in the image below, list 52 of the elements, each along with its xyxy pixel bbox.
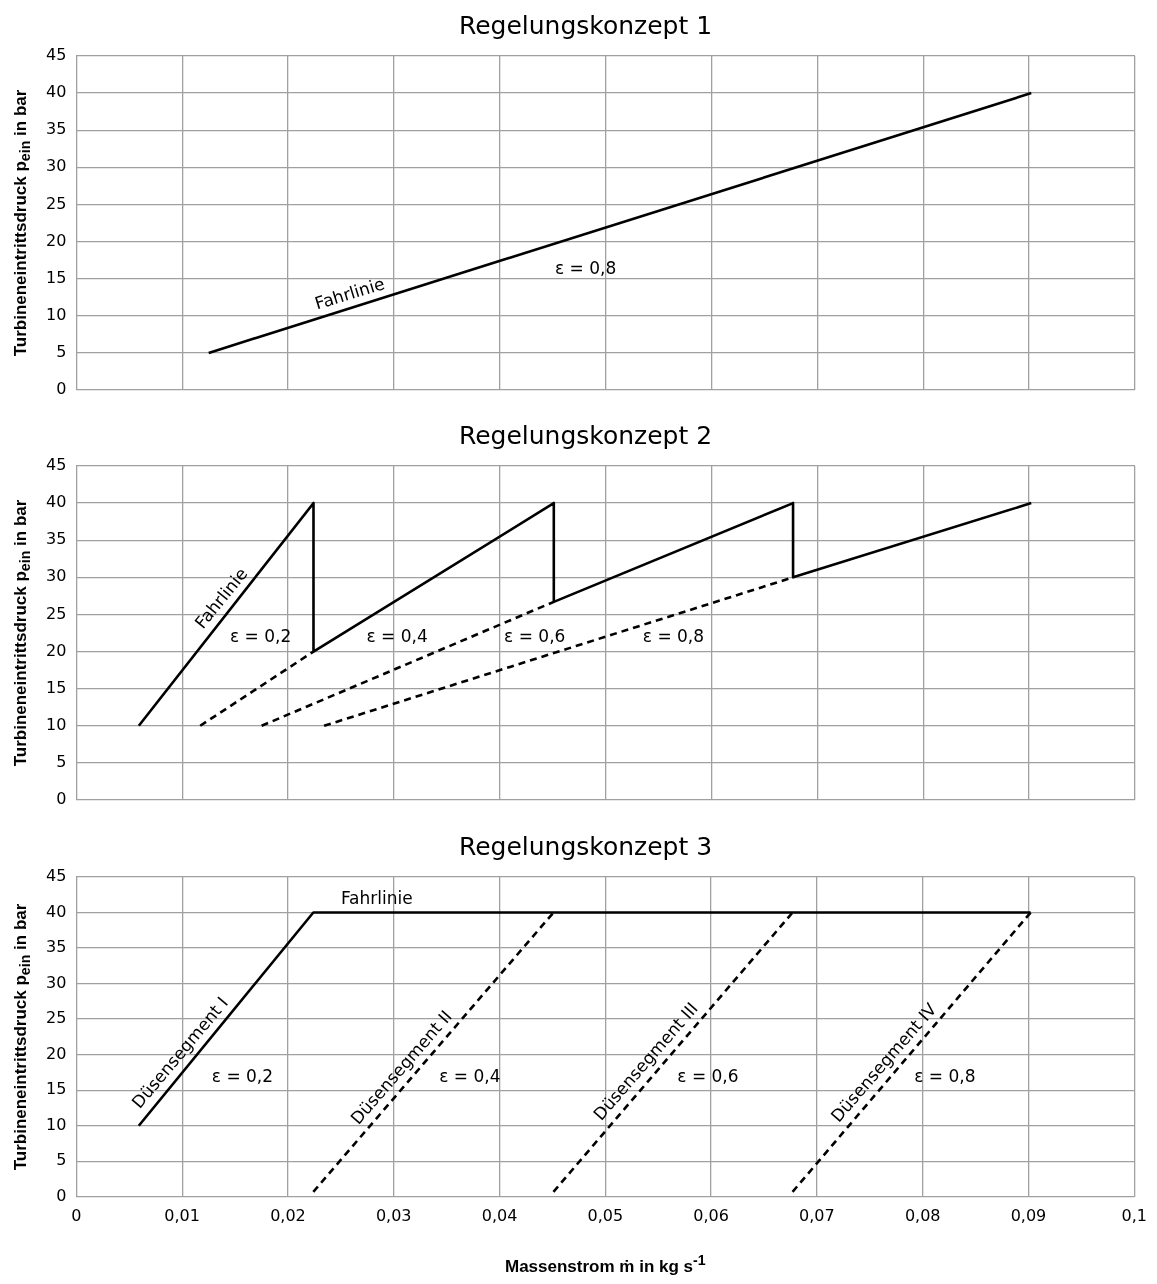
y-tick-label: 20 <box>46 230 67 250</box>
y-tick-label: 10 <box>46 304 67 324</box>
x-axis-title: Massenstrom ṁ in kg s$^{-1}$ <box>505 1252 706 1277</box>
y-tick-label: 35 <box>46 937 67 957</box>
y-tick-label: 15 <box>46 267 67 287</box>
y-tick-label: 25 <box>46 1008 67 1028</box>
y-tick-label: 5 <box>56 342 67 362</box>
y-tick-label: 0 <box>56 789 67 809</box>
x-tick-label: 0,03 <box>375 1205 412 1225</box>
annotation: Fahrlinie <box>340 888 413 909</box>
y-tick-label: 45 <box>46 866 67 886</box>
y-tick-label: 40 <box>46 901 67 921</box>
chart-title: Regelungskonzept 1 <box>458 10 713 40</box>
y-tick-label: 15 <box>46 1079 67 1099</box>
annotation: ε = 0,4 <box>366 625 428 646</box>
x-tick-label: 0,05 <box>587 1205 624 1225</box>
y-tick-label: 25 <box>46 603 67 623</box>
y-tick-label: 30 <box>46 972 67 992</box>
x-tick-label: 0,08 <box>904 1205 941 1225</box>
y-tick-label: 30 <box>46 156 67 176</box>
y-tick-label: 40 <box>46 492 67 512</box>
x-tick-label: 0 <box>71 1205 82 1225</box>
x-tick-label: 0,06 <box>693 1205 729 1225</box>
y-tick-label: 0 <box>56 379 67 399</box>
y-tick-label: 15 <box>46 677 67 697</box>
y-tick-label: 45 <box>46 45 67 65</box>
y-tick-label: 5 <box>56 1150 67 1170</box>
y-tick-label: 35 <box>46 119 67 139</box>
annotation: ε = 0,2 <box>229 625 292 646</box>
y-tick-label: 0 <box>56 1185 67 1205</box>
x-tick-label: 0,01 <box>164 1205 200 1225</box>
y-tick-label: 5 <box>56 752 67 772</box>
y-tick-label: 35 <box>46 529 67 549</box>
annotation: ε = 0,8 <box>642 625 705 646</box>
x-tick-label: 0,02 <box>270 1205 306 1225</box>
x-tick-label: 0,1 <box>1121 1205 1147 1225</box>
chart-title: Regelungskonzept 3 <box>458 831 713 861</box>
y-tick-label: 25 <box>46 193 67 213</box>
y-tick-label: 30 <box>46 566 67 586</box>
x-tick-label: 0,07 <box>799 1205 835 1225</box>
y-tick-label: 45 <box>46 455 67 475</box>
annotation: ε = 0,4 <box>439 1065 501 1086</box>
y-tick-label: 20 <box>46 640 67 660</box>
y-tick-label: 40 <box>46 82 67 102</box>
x-tick-label: 0,04 <box>481 1205 518 1225</box>
y-tick-label: 20 <box>46 1043 67 1063</box>
y-tick-label: 10 <box>46 1114 67 1134</box>
x-tick-label: 0,09 <box>1010 1205 1047 1225</box>
chart-title: Regelungskonzept 2 <box>458 420 713 450</box>
annotation: ε = 0,6 <box>504 625 566 646</box>
annotation: ε = 0,8 <box>554 257 617 278</box>
y-tick-label: 10 <box>46 714 67 734</box>
